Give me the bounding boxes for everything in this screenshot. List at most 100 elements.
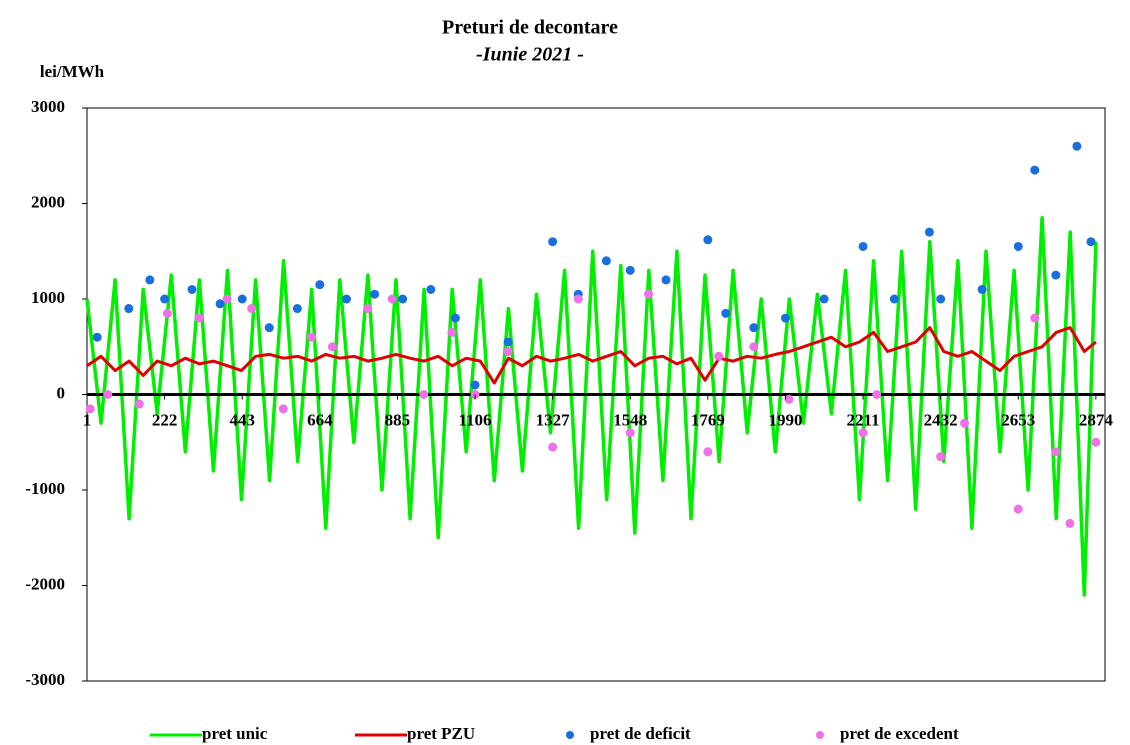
series-dot [160,294,170,304]
series-dot [643,289,653,299]
series-dot [187,284,197,294]
series-dot [1051,270,1061,280]
legend-label: pret de deficit [590,724,691,743]
series-line [86,326,1097,385]
series-dot [370,289,380,299]
series-dot [162,308,172,318]
x-tick-label: 2874 [1079,410,1114,429]
series-dot [924,227,934,237]
series-dot [124,304,134,314]
legend-label: pret de excedent [840,724,959,743]
series-dot [1030,313,1040,323]
series-dot [936,294,946,304]
series-dot [749,323,759,333]
series-dot [426,284,436,294]
x-tick-label: 1 [83,410,92,429]
series-dot [264,323,274,333]
series-dot [292,304,302,314]
series-dot [784,394,794,404]
series-dot [342,294,352,304]
x-tick-label: 2432 [924,410,958,429]
series-dot [215,299,225,309]
series-dot [306,332,316,342]
x-tick-label: 885 [385,410,411,429]
series-dot [749,342,759,352]
series-dot [1013,241,1023,251]
series-dot [714,351,724,361]
y-tick-label: -1000 [25,479,65,498]
series-dot [470,380,480,390]
series-dot [1051,447,1061,457]
y-tick-label: -3000 [25,670,65,689]
series-dot [819,294,829,304]
y-tick-label: -2000 [25,574,65,593]
series-dot [1030,165,1040,175]
series-dot [858,241,868,251]
series-dot [1091,437,1101,447]
series-dot [889,294,899,304]
series-dot [237,294,247,304]
series-line [85,216,1098,597]
x-tick-label: 443 [229,410,255,429]
series-dot [858,428,868,438]
series-dot [222,294,232,304]
series-dot [661,275,671,285]
series-dot [625,428,635,438]
series-dot [447,327,457,337]
chart-title: Preturi de decontare [442,17,618,39]
series-dot [601,256,611,266]
series-dot [573,294,583,304]
chart-subtitle: -Iunie 2021 - [476,44,584,66]
series-dot [1013,504,1023,514]
x-tick-label: 664 [307,410,333,429]
x-tick-label: 1327 [536,410,571,429]
series-dot [548,237,558,247]
series-dot [1086,237,1096,247]
series-dot [145,275,155,285]
legend-swatch [566,731,574,739]
series-dot [960,418,970,428]
series-dot [936,452,946,462]
y-axis-label: lei/MWh [40,62,105,81]
y-tick-label: 3000 [31,97,65,116]
series-dot [625,265,635,275]
series-dot [1072,141,1082,151]
series-dot [247,304,257,314]
series-dot [977,284,987,294]
series-dot [703,235,713,245]
y-tick-label: 1000 [31,288,65,307]
series-dot [103,390,113,399]
series-dot [780,313,790,323]
series-dot [450,313,460,323]
x-tick-label: 222 [152,410,178,429]
y-tick-label: 0 [57,383,66,402]
legend-swatch [816,731,824,739]
y-tick-label: 2000 [31,192,65,211]
series-dot [548,442,558,452]
series-dot [363,304,373,314]
series-dot [1065,518,1075,528]
legend-label: pret unic [202,724,268,743]
series-dot [387,294,397,304]
series-dot [92,332,102,342]
series-dot [134,399,144,409]
series-dot [85,404,95,414]
legend-label: pret PZU [407,724,475,743]
series-dot [278,404,288,414]
x-tick-label: 1990 [768,410,802,429]
series-dot [419,390,429,399]
x-tick-label: 1106 [458,410,491,429]
x-tick-label: 2653 [1001,410,1035,429]
series-dot [872,390,882,399]
series-dot [503,347,513,357]
x-tick-label: 2211 [847,410,880,429]
series-dot [703,447,713,457]
series-dot [398,294,408,304]
x-tick-label: 1548 [613,410,647,429]
series-dot [503,337,513,347]
series-dot [721,308,731,318]
series-dot [194,313,204,323]
x-tick-label: 1769 [691,410,725,429]
series-dot [315,280,325,290]
